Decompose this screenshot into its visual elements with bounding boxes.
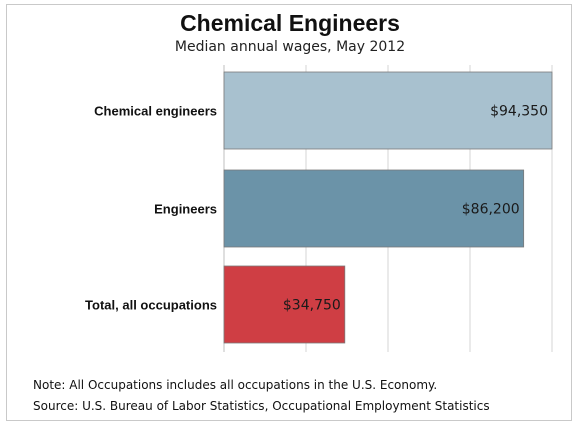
value-label-1: $94,350 bbox=[490, 104, 548, 120]
value-label-2: $86,200 bbox=[462, 202, 520, 218]
bar-3 bbox=[223, 265, 346, 344]
chart-title: Chemical Engineers bbox=[180, 10, 400, 36]
category-label-1: Chemical engineers bbox=[94, 104, 217, 119]
bar-2 bbox=[223, 169, 525, 248]
bar-1 bbox=[223, 71, 553, 150]
value-label-3: $34,750 bbox=[283, 298, 341, 314]
chart-note: Note: All Occupations includes all occup… bbox=[33, 378, 438, 392]
category-label-3: Total, all occupations bbox=[85, 298, 217, 313]
chart-subtitle: Median annual wages, May 2012 bbox=[174, 39, 406, 55]
chart-source: Source: U.S. Bureau of Labor Statistics,… bbox=[33, 399, 490, 413]
category-label-2: Engineers bbox=[154, 202, 217, 217]
